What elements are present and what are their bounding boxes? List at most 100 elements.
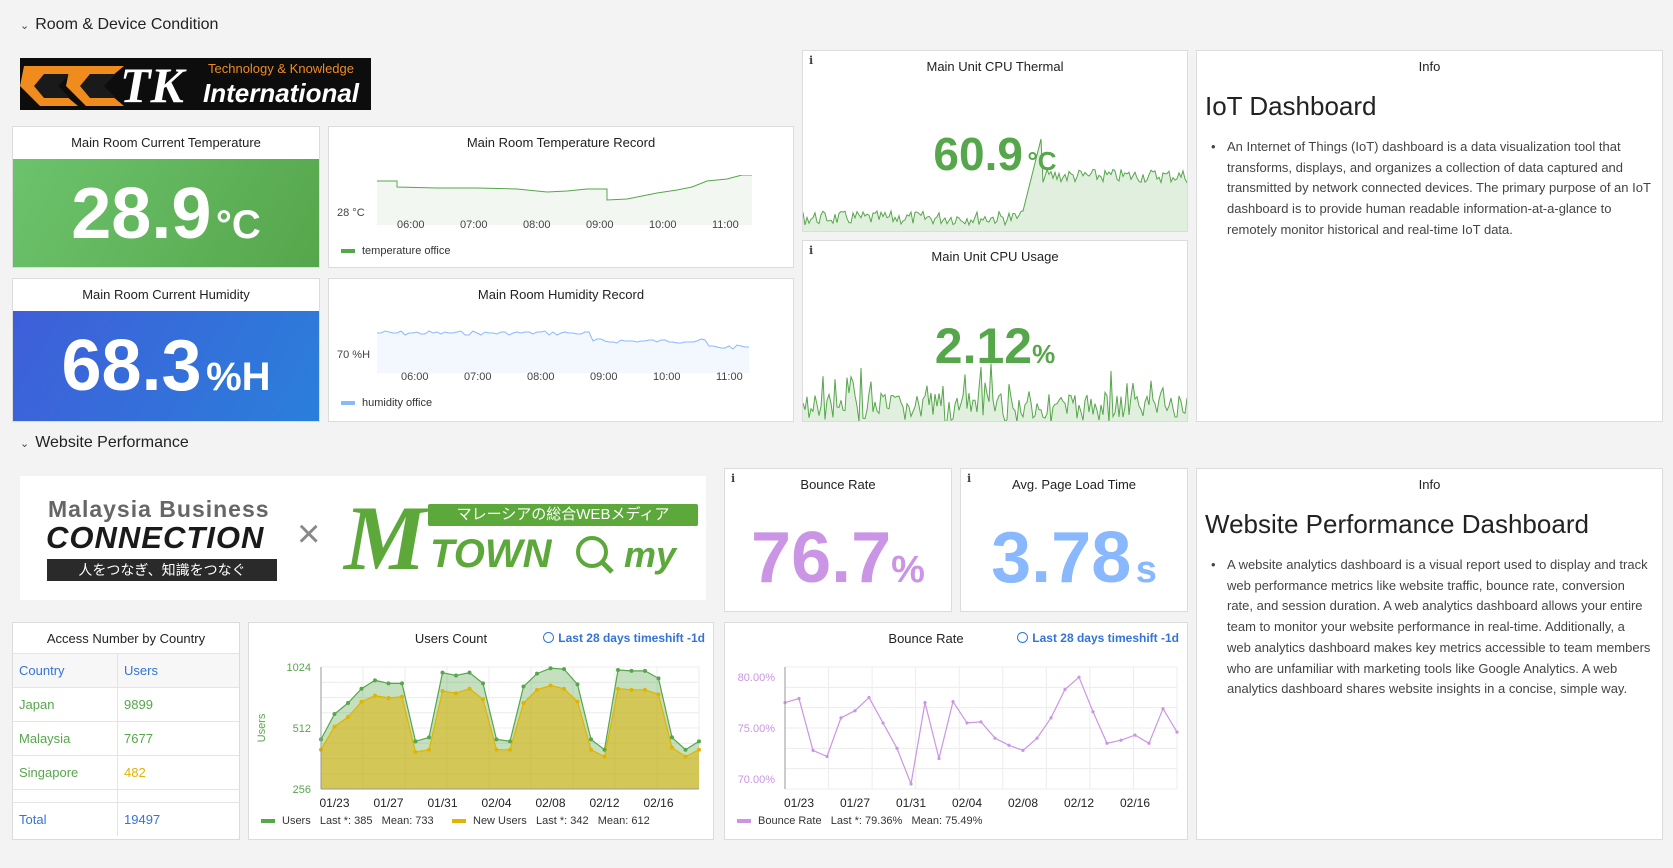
timeshift-label[interactable]: Last 28 days timeshift -1d — [543, 631, 705, 645]
bounce-point — [1133, 733, 1137, 737]
bullet: • — [1211, 557, 1216, 572]
header-country[interactable]: Country — [13, 653, 118, 688]
timeshift-label[interactable]: Last 28 days timeshift -1d — [1017, 631, 1179, 645]
cpu-usage-unit: % — [1032, 339, 1056, 369]
hum-legend[interactable]: humidity office — [341, 397, 432, 409]
record-line — [377, 175, 752, 201]
row-web-label: Website Performance — [35, 434, 189, 451]
panel-title[interactable]: Users Count — [414, 631, 488, 646]
y-axis-title: Users — [256, 713, 268, 742]
temp-legend[interactable]: temperature office — [341, 245, 450, 257]
legend-new-mean: Mean: 612 — [597, 815, 650, 827]
users-legend[interactable]: Users Last *: 385 Mean: 733 New Users La… — [261, 815, 650, 827]
info-icon[interactable]: i — [967, 472, 972, 485]
temp-legend-label: temperature office — [362, 245, 451, 257]
mb-logo-line2: CONNECTION — [46, 520, 265, 555]
x-tick-label: 10:00 — [653, 371, 681, 383]
tk-logo-chevrons — [20, 66, 124, 106]
legend-bounce-mean: Mean: 75.49% — [911, 815, 983, 827]
users-point — [562, 667, 566, 672]
row-room-title[interactable]: ⌄ Room & Device Condition — [20, 16, 218, 34]
temp-stat-panel: Main Room Current Temperature 28.9 °C — [12, 126, 320, 268]
panel-title[interactable]: Main Room Humidity Record — [477, 287, 645, 302]
x-tick-label: 06:00 — [401, 371, 429, 383]
bounce-point — [993, 736, 997, 740]
bounce-chart-panel: Bounce Rate Last 28 days timeshift -1d 8… — [724, 622, 1188, 840]
users-point — [697, 739, 701, 744]
users-count-chart[interactable]: 1024 512 256 Users 01/23 01/27 01/31 02/04 02/08… — [249, 623, 715, 841]
users-point — [535, 671, 539, 676]
legend-users-last: Last *: 385 — [319, 815, 373, 827]
bounce-point — [797, 696, 801, 701]
mtown-m: M — [344, 487, 426, 589]
hum-record-chart[interactable] — [377, 323, 787, 373]
info-icon[interactable]: i — [809, 244, 814, 257]
x-tick-label: 08:00 — [527, 371, 555, 383]
info-icon[interactable]: i — [809, 54, 814, 67]
panel-title[interactable]: Main Room Current Humidity — [82, 287, 250, 302]
web-info-text-block: • A website analytics dashboard is a vis… — [1211, 555, 1652, 700]
x-tick-label: 02/12 — [1064, 796, 1094, 810]
info-icon[interactable]: i — [731, 472, 736, 485]
row-web-title[interactable]: ⌄ Website Performance — [20, 434, 189, 452]
users-point — [413, 739, 418, 744]
record-line — [377, 330, 749, 350]
bounce-point — [853, 709, 857, 713]
users-point — [400, 681, 404, 686]
legend-users-mean: Mean: 733 — [381, 815, 434, 827]
bounce-point — [1049, 716, 1053, 720]
hum-stat-panel: Main Room Current Humidity 68.3 %H — [12, 278, 320, 422]
bounce-point — [965, 721, 969, 725]
x-tick-label: 02/16 — [1120, 796, 1150, 810]
x-tick-label: 01/23 — [319, 796, 349, 810]
bounce-legend[interactable]: Bounce Rate Last *: 79.36% Mean: 75.49% — [737, 815, 982, 827]
cpu-thermal-unit: °C — [1027, 146, 1057, 176]
new-users-point — [481, 697, 485, 702]
bullet: • — [1211, 139, 1216, 154]
temp-record-chart[interactable] — [377, 175, 787, 225]
users-point — [346, 701, 350, 706]
panel-title[interactable]: Bounce Rate — [800, 477, 876, 492]
table-spacer-row — [13, 789, 239, 803]
users-point — [629, 668, 634, 673]
panel-title[interactable]: Info — [1418, 477, 1441, 492]
tk-logo: Technology & Knowledge TK International — [20, 58, 371, 110]
panel-title[interactable]: Main Unit CPU Thermal — [926, 59, 1064, 74]
legend-users-name: Users — [282, 815, 311, 827]
times-sign: × — [297, 512, 321, 556]
panel-title[interactable]: Main Room Current Temperature — [71, 135, 261, 150]
legend-new-name: New Users — [473, 815, 527, 827]
bounce-point — [979, 720, 983, 724]
hum-y-label: 70 %H — [337, 349, 371, 361]
header-users[interactable]: Users — [117, 653, 239, 688]
panel-title[interactable]: Info — [1418, 59, 1441, 74]
temp-stat-background: 28.9 °C — [13, 159, 319, 267]
bounce-point — [1119, 738, 1123, 742]
new-users-point — [440, 688, 445, 693]
chevron-down-icon: ⌄ — [20, 438, 30, 450]
panel-title[interactable]: Main Room Temperature Record — [466, 135, 656, 150]
bounce-stat-unit: % — [891, 549, 925, 591]
panel-title[interactable]: Main Unit CPU Usage — [931, 249, 1059, 264]
panel-title[interactable]: Access Number by Country — [46, 631, 206, 646]
cpu-thermal-panel: i Main Unit CPU Thermal 60.9 °C — [802, 50, 1188, 232]
web-info-heading: Website Performance Dashboard — [1205, 509, 1589, 539]
bounce-rate-chart[interactable]: 80.00% 75.00% 70.00% 01/23 01/27 01/31 02/04 02… — [725, 623, 1189, 841]
new-users-point — [400, 694, 404, 699]
users-point — [616, 667, 620, 672]
clock-icon — [1017, 632, 1029, 643]
tk-logo-small: Technology & Knowledge — [208, 61, 354, 76]
hum-record-panel: Main Room Humidity Record 70 %H 06:00 07:… — [328, 278, 794, 422]
x-tick-label: 07:00 — [464, 371, 492, 383]
panel-title[interactable]: Avg. Page Load Time — [1011, 477, 1137, 492]
new-users-point — [373, 693, 377, 698]
panel-title[interactable]: Bounce Rate — [888, 631, 964, 646]
record-area — [377, 331, 749, 373]
sparkline-line — [803, 363, 1187, 421]
temp-record-panel: Main Room Temperature Record 28 °C 06:00… — [328, 126, 794, 268]
web-info-text: A website analytics dashboard is a visua… — [1227, 557, 1651, 697]
sparkline-area — [803, 139, 1187, 231]
temp-stat-unit: °C — [215, 203, 261, 247]
new-users-point — [589, 747, 593, 752]
new-users-area — [321, 685, 699, 789]
